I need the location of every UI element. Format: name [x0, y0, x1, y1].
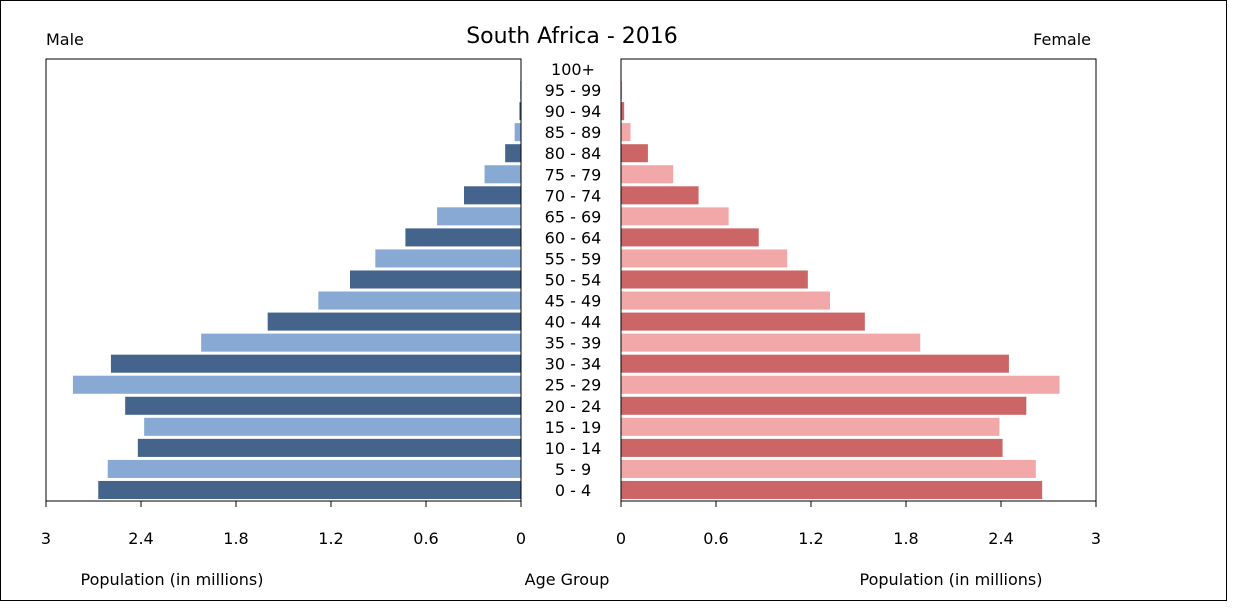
male-bar-90-94: [519, 102, 521, 121]
age-group-label: 65 - 69: [545, 207, 602, 226]
age-group-label: 15 - 19: [545, 418, 602, 437]
female-bar-95-99: [621, 81, 623, 100]
female-bar-25-29: [621, 375, 1060, 394]
male-plot-frame: [45, 58, 522, 502]
female-bar-50-54: [621, 270, 808, 289]
x-tick-label: 3: [41, 529, 51, 548]
male-bar-65-69: [437, 207, 521, 226]
female-bar-5-9: [621, 459, 1036, 478]
age-group-label: 60 - 64: [545, 228, 602, 247]
male-bar-30-34: [110, 354, 522, 373]
age-group-label: 10 - 14: [545, 439, 602, 458]
age-group-labels: 0 - 4 5 - 9 10 - 14 15 - 19 20 - 24 25 - 29 30…: [545, 60, 602, 500]
male-bar-0-4: [98, 480, 521, 499]
age-group-label: 45 - 49: [545, 292, 602, 311]
x-tick-label: 0.6: [413, 529, 438, 548]
chart-title: South Africa - 2016: [466, 24, 678, 49]
female-bar-75-79: [621, 165, 674, 184]
age-group-label: 90 - 94: [545, 102, 602, 121]
female-bar-0-4: [621, 480, 1043, 499]
x-tick-label: 3: [1091, 529, 1101, 548]
axes: [45, 58, 1097, 502]
age-group-label: 20 - 24: [545, 397, 602, 416]
female-bar-30-34: [621, 354, 1009, 373]
female-bar-90-94: [621, 102, 625, 121]
female-bar-20-24: [621, 396, 1027, 415]
age-group-label: 50 - 54: [545, 271, 602, 290]
chart-frame: South Africa - 2016 Male Female 0 - 4 5 -…: [0, 0, 1227, 601]
age-group-label: 80 - 84: [545, 144, 602, 163]
age-group-label: 0 - 4: [555, 481, 591, 500]
male-bar-45-49: [318, 291, 521, 310]
female-plot-frame: [620, 58, 1097, 502]
x-axis-label-right: Population (in millions): [860, 570, 1043, 589]
female-bar-55-59: [621, 249, 788, 268]
population-pyramid-chart: South Africa - 2016 Male Female 0 - 4 5 -…: [41, 24, 1101, 589]
female-bar-35-39: [621, 333, 921, 352]
male-bar-70-74: [464, 186, 521, 205]
age-group-label: 100+: [551, 60, 595, 79]
male-bars: [72, 60, 522, 499]
female-bars: [621, 60, 1060, 499]
male-bar-60-64: [405, 228, 521, 247]
male-bar-80-84: [505, 144, 521, 163]
male-bar-25-29: [72, 375, 522, 394]
age-group-label: 25 - 29: [545, 376, 602, 395]
male-bar-55-59: [375, 249, 521, 268]
right-x-ticks: 0 0.6 1.2 1.8 2.4 3: [616, 501, 1101, 548]
x-tick-label: 1.8: [223, 529, 248, 548]
male-bar-15-19: [144, 417, 521, 436]
female-bar-70-74: [621, 186, 699, 205]
male-bar-20-24: [125, 396, 522, 415]
male-bar-10-14: [137, 438, 522, 457]
age-group-label: 55 - 59: [545, 249, 602, 268]
female-bar-80-84: [621, 144, 648, 163]
male-bar-50-54: [350, 270, 521, 289]
x-tick-label: 2.4: [988, 529, 1013, 548]
x-tick-label: 1.2: [318, 529, 343, 548]
x-axis-label-left: Population (in millions): [81, 570, 264, 589]
age-group-label: 30 - 34: [545, 355, 602, 374]
female-bar-65-69: [621, 207, 729, 226]
male-label: Male: [46, 30, 84, 49]
x-tick-label: 1.8: [893, 529, 918, 548]
female-label: Female: [1033, 30, 1091, 49]
male-bar-5-9: [107, 459, 521, 478]
left-x-ticks: 3 2.4 1.8 1.2 0.6 0: [41, 501, 526, 548]
age-group-label: 40 - 44: [545, 313, 602, 332]
male-bar-40-44: [267, 312, 521, 331]
age-group-label: 75 - 79: [545, 165, 602, 184]
x-axis-label-center: Age Group: [525, 570, 610, 589]
male-bar-85-89: [514, 123, 521, 142]
male-bar-35-39: [201, 333, 521, 352]
x-tick-label: 0.6: [703, 529, 728, 548]
x-tick-label: 2.4: [128, 529, 153, 548]
female-bar-15-19: [621, 417, 1000, 436]
female-bar-10-14: [621, 438, 1003, 457]
age-group-label: 85 - 89: [545, 123, 602, 142]
age-group-label: 35 - 39: [545, 334, 602, 353]
female-bar-85-89: [621, 123, 631, 142]
x-tick-label: 0: [616, 529, 626, 548]
age-group-label: 70 - 74: [545, 186, 602, 205]
male-bar-75-79: [484, 165, 521, 184]
age-group-label: 5 - 9: [555, 460, 591, 479]
x-tick-label: 1.2: [798, 529, 823, 548]
x-tick-label: 0: [516, 529, 526, 548]
female-bar-60-64: [621, 228, 759, 247]
female-bar-45-49: [621, 291, 830, 310]
age-group-label: 95 - 99: [545, 81, 602, 100]
female-bar-40-44: [621, 312, 865, 331]
